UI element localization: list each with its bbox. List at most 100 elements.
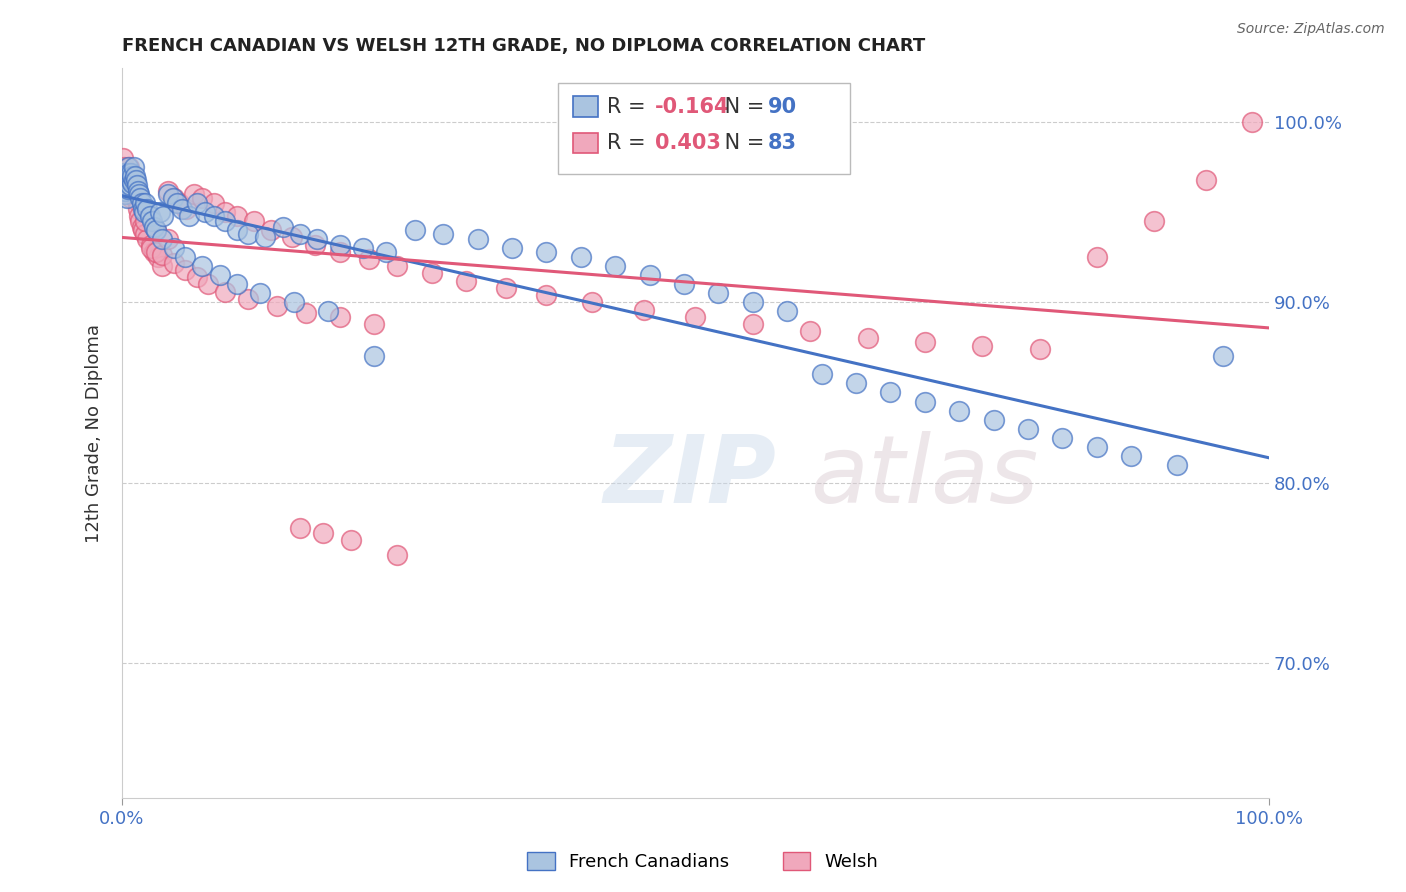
Text: 90: 90	[768, 96, 797, 117]
Point	[121, 169, 143, 183]
Point	[1028, 342, 1050, 356]
Point	[170, 202, 193, 216]
Point	[118, 173, 141, 187]
Point	[146, 250, 169, 264]
Point	[132, 205, 155, 219]
Point	[120, 173, 142, 187]
Point	[125, 178, 148, 193]
Point	[638, 268, 661, 283]
Text: R =: R =	[607, 96, 652, 117]
Point	[707, 286, 730, 301]
Point	[120, 178, 142, 193]
Point	[136, 232, 159, 246]
Point	[131, 196, 153, 211]
Point	[118, 173, 141, 187]
Point	[139, 237, 162, 252]
Point	[145, 223, 167, 237]
Point	[122, 160, 145, 174]
Point	[249, 286, 271, 301]
Point	[163, 241, 186, 255]
Point	[120, 178, 142, 193]
Point	[197, 277, 219, 292]
Point	[1085, 250, 1108, 264]
Point	[225, 223, 247, 237]
Point	[143, 219, 166, 234]
Point	[134, 214, 156, 228]
Text: Source: ZipAtlas.com: Source: ZipAtlas.com	[1237, 22, 1385, 37]
Point	[225, 277, 247, 292]
Point	[294, 306, 316, 320]
Point	[124, 169, 146, 183]
Legend: French Canadians, Welsh: French Canadians, Welsh	[520, 845, 886, 879]
Point	[1240, 115, 1263, 129]
Point	[112, 178, 135, 193]
FancyBboxPatch shape	[558, 83, 851, 174]
Point	[121, 184, 143, 198]
Point	[467, 232, 489, 246]
Point	[983, 412, 1005, 426]
Point	[214, 205, 236, 219]
Text: 0.403: 0.403	[655, 133, 721, 153]
Point	[633, 302, 655, 317]
Point	[150, 232, 173, 246]
Point	[202, 209, 225, 223]
Point	[125, 173, 148, 187]
Point	[318, 304, 340, 318]
Point	[194, 205, 217, 219]
Point	[131, 219, 153, 234]
Point	[948, 403, 970, 417]
Point	[139, 241, 162, 255]
Point	[363, 317, 385, 331]
Point	[150, 260, 173, 274]
Point	[117, 169, 139, 183]
Point	[879, 385, 901, 400]
Point	[536, 288, 558, 302]
Point	[186, 270, 208, 285]
Text: 83: 83	[768, 133, 797, 153]
Point	[673, 277, 696, 292]
Point	[121, 177, 143, 191]
Point	[1052, 431, 1074, 445]
Point	[128, 209, 150, 223]
Point	[208, 268, 231, 283]
Point	[141, 214, 163, 228]
Point	[387, 548, 409, 562]
Point	[128, 187, 150, 202]
Point	[741, 295, 763, 310]
Point	[363, 350, 385, 364]
Point	[238, 292, 260, 306]
Point	[115, 187, 138, 202]
Point	[202, 196, 225, 211]
Point	[112, 160, 135, 174]
Point	[1085, 440, 1108, 454]
Text: -0.164: -0.164	[655, 96, 730, 117]
Point	[174, 250, 197, 264]
Point	[143, 244, 166, 259]
Point	[124, 178, 146, 193]
Point	[134, 227, 156, 241]
Point	[174, 202, 197, 216]
Point	[225, 209, 247, 223]
Point	[191, 260, 214, 274]
Point	[281, 230, 304, 244]
Point	[972, 338, 994, 352]
Point	[1212, 350, 1234, 364]
Point	[120, 165, 142, 179]
Point	[214, 285, 236, 299]
Point	[186, 196, 208, 211]
Point	[152, 209, 174, 223]
Point	[115, 178, 138, 193]
Point	[329, 244, 352, 259]
Text: ZIP: ZIP	[603, 431, 776, 523]
Point	[163, 255, 186, 269]
Point	[117, 173, 139, 187]
Point	[112, 165, 135, 179]
Point	[260, 223, 283, 237]
Point	[304, 237, 326, 252]
Point	[129, 214, 152, 228]
Point	[1195, 173, 1218, 187]
Point	[776, 304, 799, 318]
Point	[810, 368, 832, 382]
Point	[125, 187, 148, 202]
Point	[914, 394, 936, 409]
